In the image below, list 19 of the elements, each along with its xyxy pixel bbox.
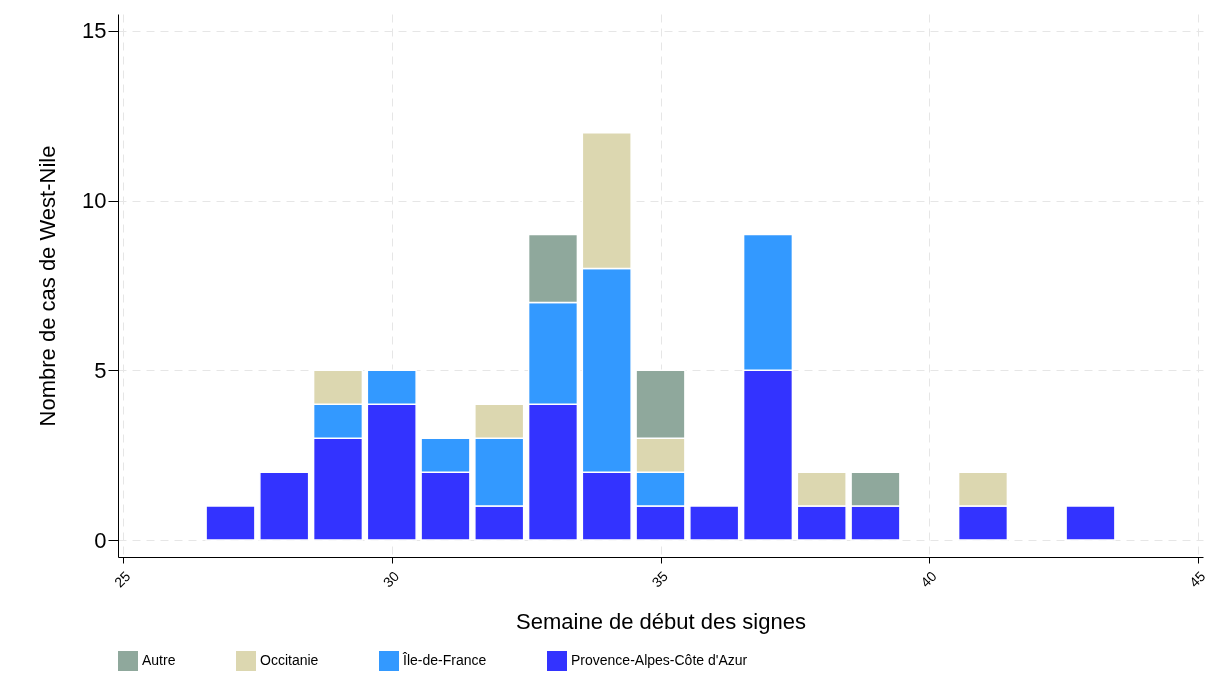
bar (1065, 505, 1116, 541)
x-tick-label: 35 (648, 567, 672, 591)
x-tick-label: 30 (379, 567, 403, 591)
bar (205, 505, 256, 541)
bar (259, 471, 310, 541)
bar (689, 505, 740, 541)
y-tick-label: 0 (94, 527, 107, 553)
x-tick-label: 45 (1186, 567, 1209, 591)
y-tick-label: 5 (94, 357, 107, 383)
x-tick-label: 40 (917, 567, 940, 591)
legend-label: Provence-Alpes-Côte d'Azur (571, 652, 748, 668)
legend-label: Autre (142, 652, 176, 668)
x-axis-title: Semaine de début des signes (516, 609, 806, 635)
legend-label: Occitanie (260, 652, 319, 668)
y-tick-label: 10 (82, 188, 107, 214)
legend-label: Île-de-France (402, 652, 487, 668)
x-tick-label: 25 (111, 567, 134, 591)
y-axis-title: Nombre de cas de West-Nile (35, 145, 61, 427)
y-tick-label: 15 (82, 18, 107, 44)
